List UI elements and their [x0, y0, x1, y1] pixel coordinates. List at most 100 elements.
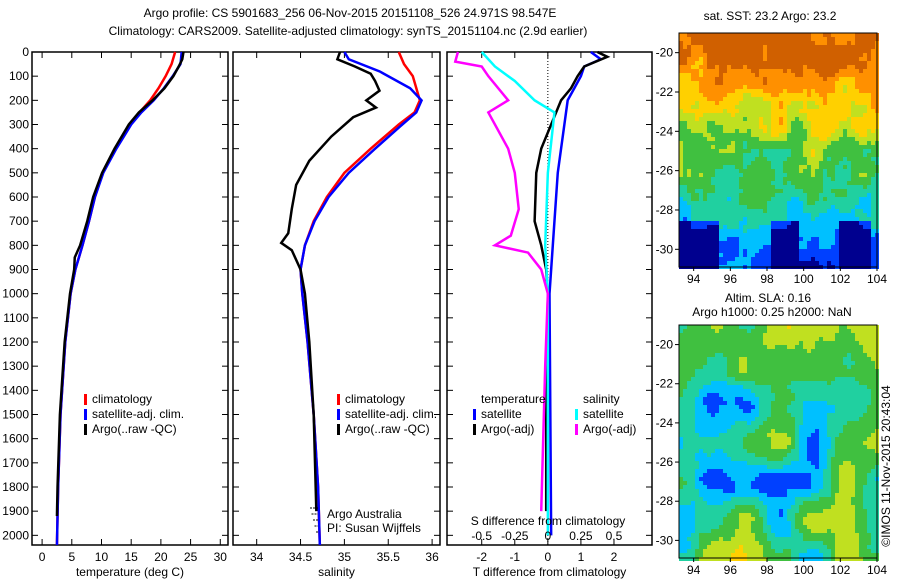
heatmap-cell: [711, 465, 715, 469]
heatmap-cell: [759, 525, 763, 529]
heatmap-cell: [859, 141, 863, 145]
heatmap-cell: [719, 505, 723, 509]
heatmap-cell: [803, 181, 807, 185]
heatmap-cell: [763, 161, 767, 165]
heatmap-cell: [771, 497, 775, 501]
heatmap-cell: [791, 497, 795, 501]
heatmap-cell: [799, 161, 803, 165]
heatmap-cell: [779, 433, 783, 437]
heatmap-cell: [727, 429, 731, 433]
heatmap-cell: [687, 197, 691, 201]
heatmap-cell: [803, 145, 807, 149]
heatmap-cell: [751, 353, 755, 357]
heatmap-cell: [787, 249, 791, 253]
heatmap-cell: [699, 209, 703, 213]
heatmap-cell: [751, 525, 755, 529]
heatmap-cell: [747, 337, 751, 341]
heatmap-cell: [831, 249, 835, 253]
heatmap-cell: [711, 345, 715, 349]
heatmap-cell: [811, 197, 815, 201]
heatmap-cell: [699, 149, 703, 153]
heatmap-cell: [827, 121, 831, 125]
heatmap-cell: [783, 193, 787, 197]
heatmap-cell: [759, 249, 763, 253]
heatmap-cell: [751, 125, 755, 129]
heatmap-cell: [775, 521, 779, 525]
heatmap-cell: [779, 85, 783, 89]
heatmap-cell: [783, 177, 787, 181]
heatmap-cell: [871, 245, 875, 249]
heatmap-cell: [719, 93, 723, 97]
heatmap-cell: [687, 65, 691, 69]
heatmap-cell: [839, 37, 843, 41]
heatmap-cell: [795, 173, 799, 177]
heatmap-cell: [751, 141, 755, 145]
heatmap-cell: [755, 145, 759, 149]
heatmap-cell: [847, 33, 851, 37]
heatmap-cell: [699, 221, 703, 225]
heatmap-cell: [739, 49, 743, 53]
heatmap-cell: [819, 197, 823, 201]
heatmap-cell: [739, 117, 743, 121]
heatmap-cell: [739, 449, 743, 453]
heatmap-cell: [807, 89, 811, 93]
heatmap-cell: [843, 41, 847, 45]
heatmap-cell: [787, 125, 791, 129]
heatmap-cell: [763, 249, 767, 253]
heatmap-cell: [767, 45, 771, 49]
heatmap-cell: [691, 53, 695, 57]
heatmap-cell: [711, 249, 715, 253]
heatmap-cell: [759, 65, 763, 69]
heatmap-cell: [719, 393, 723, 397]
heatmap-cell: [791, 61, 795, 65]
heatmap-cell: [871, 189, 875, 193]
heatmap-cell: [803, 61, 807, 65]
heatmap-cell: [723, 353, 727, 357]
heatmap-cell: [771, 41, 775, 45]
heatmap-cell: [707, 337, 711, 341]
heatmap-cell: [851, 69, 855, 73]
heatmap-cell: [783, 501, 787, 505]
heatmap-cell: [779, 165, 783, 169]
heatmap-cell: [751, 397, 755, 401]
heatmap-cell: [715, 521, 719, 525]
heatmap-cell: [807, 149, 811, 153]
y-tick-label: 500: [9, 166, 29, 180]
heatmap-cell: [763, 97, 767, 101]
heatmap-cell: [763, 53, 767, 57]
heatmap-cell: [871, 105, 875, 109]
heatmap-cell: [703, 89, 707, 93]
heatmap-cell: [707, 45, 711, 49]
heatmap-cell: [867, 85, 871, 89]
heatmap-cell: [679, 257, 683, 261]
heatmap-cell: [839, 109, 843, 113]
heatmap-cell: [695, 225, 699, 229]
heatmap-cell: [695, 85, 699, 89]
heatmap-cell: [723, 409, 727, 413]
heatmap-cell: [723, 345, 727, 349]
heatmap-cell: [795, 149, 799, 153]
heatmap-cell: [723, 233, 727, 237]
heatmap-cell: [771, 193, 775, 197]
heatmap-cell: [855, 45, 859, 49]
heatmap-cell: [787, 389, 791, 393]
heatmap-cell: [739, 97, 743, 101]
heatmap-cell: [699, 197, 703, 201]
heatmap-cell: [803, 161, 807, 165]
heatmap-cell: [779, 37, 783, 41]
heatmap-cell: [727, 45, 731, 49]
heatmap-cell: [831, 253, 835, 257]
heatmap-cell: [723, 389, 727, 393]
heatmap-cell: [775, 369, 779, 373]
heatmap-cell: [727, 473, 731, 477]
heatmap-cell: [799, 37, 803, 41]
heatmap-cell: [727, 417, 731, 421]
heatmap-cell: [703, 353, 707, 357]
heatmap-cell: [827, 237, 831, 241]
heatmap-cell: [727, 153, 731, 157]
heatmap-cell: [727, 257, 731, 261]
heatmap-cell: [759, 201, 763, 205]
heatmap-cell: [823, 129, 827, 133]
heatmap-cell: [691, 85, 695, 89]
heatmap-cell: [747, 205, 751, 209]
